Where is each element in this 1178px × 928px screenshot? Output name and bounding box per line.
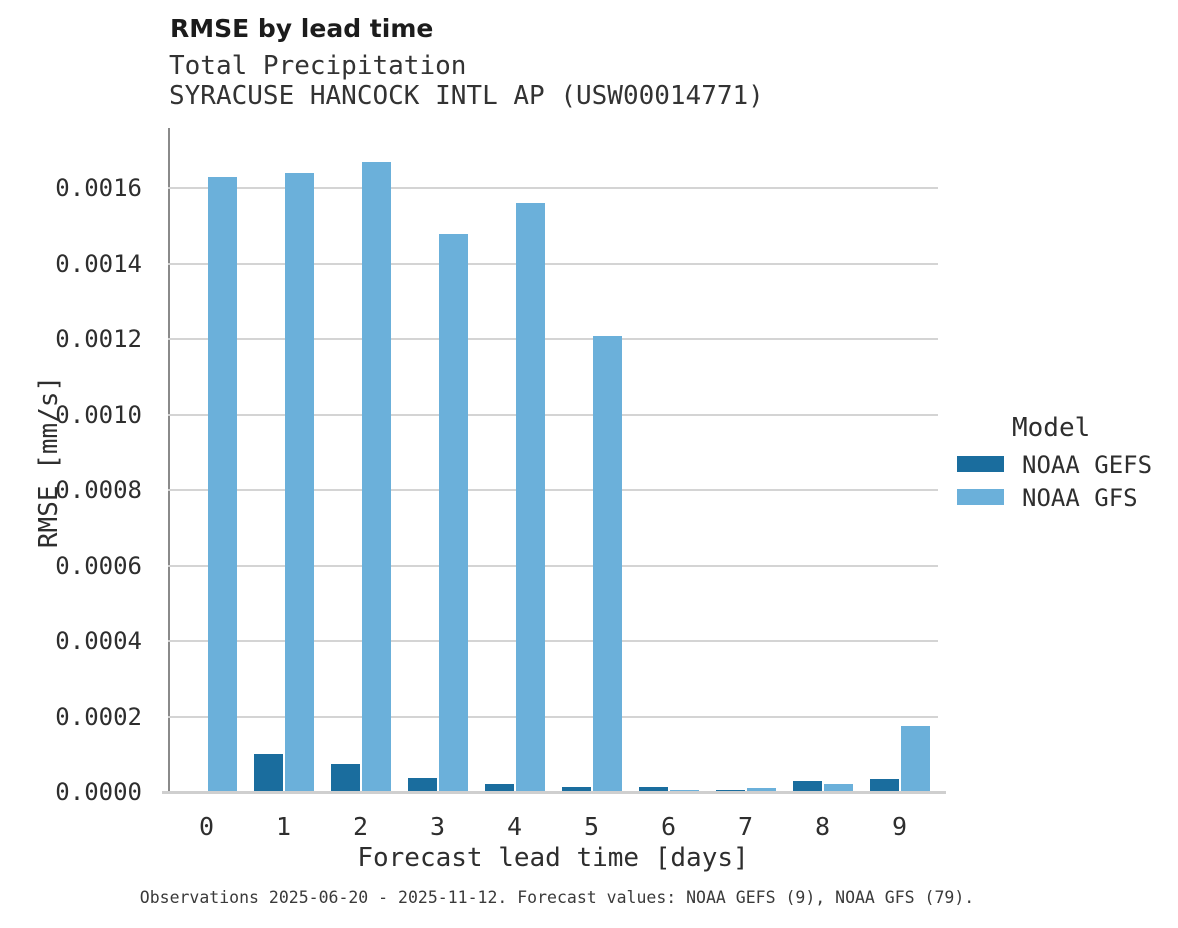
- bar-noaa-gfs-lead2: [361, 161, 391, 792]
- y-tick-label: 0.0014: [55, 249, 142, 278]
- bar-noaa-gfs-lead5: [592, 335, 622, 792]
- bar-noaa-gfs-lead9: [900, 725, 930, 792]
- bar-noaa-gefs-lead6: [638, 787, 668, 792]
- gridline: [168, 489, 938, 492]
- bar-noaa-gfs-lead8: [823, 784, 853, 792]
- x-axis-baseline: [162, 791, 946, 794]
- x-tick-label: 9: [891, 812, 908, 841]
- bar-noaa-gefs-lead4: [484, 784, 514, 792]
- x-tick-label: 1: [275, 812, 292, 841]
- legend-label-noaa-gfs: NOAA GFS: [1022, 484, 1138, 512]
- bar-noaa-gfs-lead0: [207, 177, 237, 792]
- chart-title: RMSE by lead time: [170, 14, 434, 43]
- bar-noaa-gfs-lead4: [515, 203, 545, 792]
- x-tick-label: 3: [429, 812, 446, 841]
- chart-caption: Observations 2025-06-20 - 2025-11-12. Fo…: [139, 888, 975, 907]
- legend-title: Model: [1012, 413, 1091, 443]
- x-axis-title: Forecast lead time [days]: [357, 843, 749, 873]
- gridline: [168, 640, 938, 643]
- y-tick-label: 0.0008: [55, 476, 142, 505]
- x-tick-label: 6: [660, 812, 677, 841]
- y-axis-spine: [168, 128, 170, 792]
- x-tick-label: 4: [506, 812, 523, 841]
- legend-swatch-noaa-gfs: [957, 489, 1004, 505]
- bar-noaa-gefs-lead8: [792, 781, 822, 792]
- legend-label-noaa-gefs: NOAA GEFS: [1022, 451, 1153, 479]
- bar-noaa-gefs-lead1: [253, 754, 283, 792]
- plot-area: [162, 128, 946, 794]
- bar-noaa-gfs-lead7: [746, 788, 776, 792]
- chart-subtitle-variable: Total Precipitation: [169, 51, 467, 81]
- gridline: [168, 564, 938, 567]
- legend-swatch-noaa-gefs: [957, 456, 1004, 472]
- gridline: [168, 338, 938, 341]
- gridline: [168, 187, 938, 190]
- y-tick-label: 0.0000: [55, 778, 142, 806]
- x-tick-label: 7: [737, 812, 754, 841]
- y-tick-label: 0.0012: [55, 325, 142, 354]
- bar-noaa-gefs-lead9: [869, 778, 899, 792]
- y-tick-label: 0.0004: [55, 627, 142, 656]
- y-axis-title: RMSE [mm/s]: [34, 375, 64, 549]
- bar-noaa-gefs-lead3: [407, 778, 437, 792]
- gridline: [168, 413, 938, 416]
- bar-noaa-gefs-lead2: [330, 763, 360, 792]
- y-tick-label: 0.0016: [55, 174, 142, 203]
- x-tick-label: 5: [583, 812, 600, 841]
- y-tick-label: 0.0010: [55, 400, 142, 429]
- x-tick-label: 0: [198, 812, 215, 841]
- gridline: [168, 715, 938, 718]
- gridline: [168, 262, 938, 265]
- bar-noaa-gefs-lead5: [561, 787, 591, 792]
- bar-noaa-gfs-lead3: [438, 233, 468, 792]
- y-tick-label: 0.0006: [55, 551, 142, 580]
- chart-subtitle-station: SYRACUSE HANCOCK INTL AP (USW00014771): [169, 81, 764, 111]
- bar-noaa-gfs-lead1: [284, 173, 314, 792]
- x-tick-label: 8: [814, 812, 831, 841]
- x-tick-label: 2: [352, 812, 369, 841]
- y-tick-label: 0.0002: [55, 702, 142, 731]
